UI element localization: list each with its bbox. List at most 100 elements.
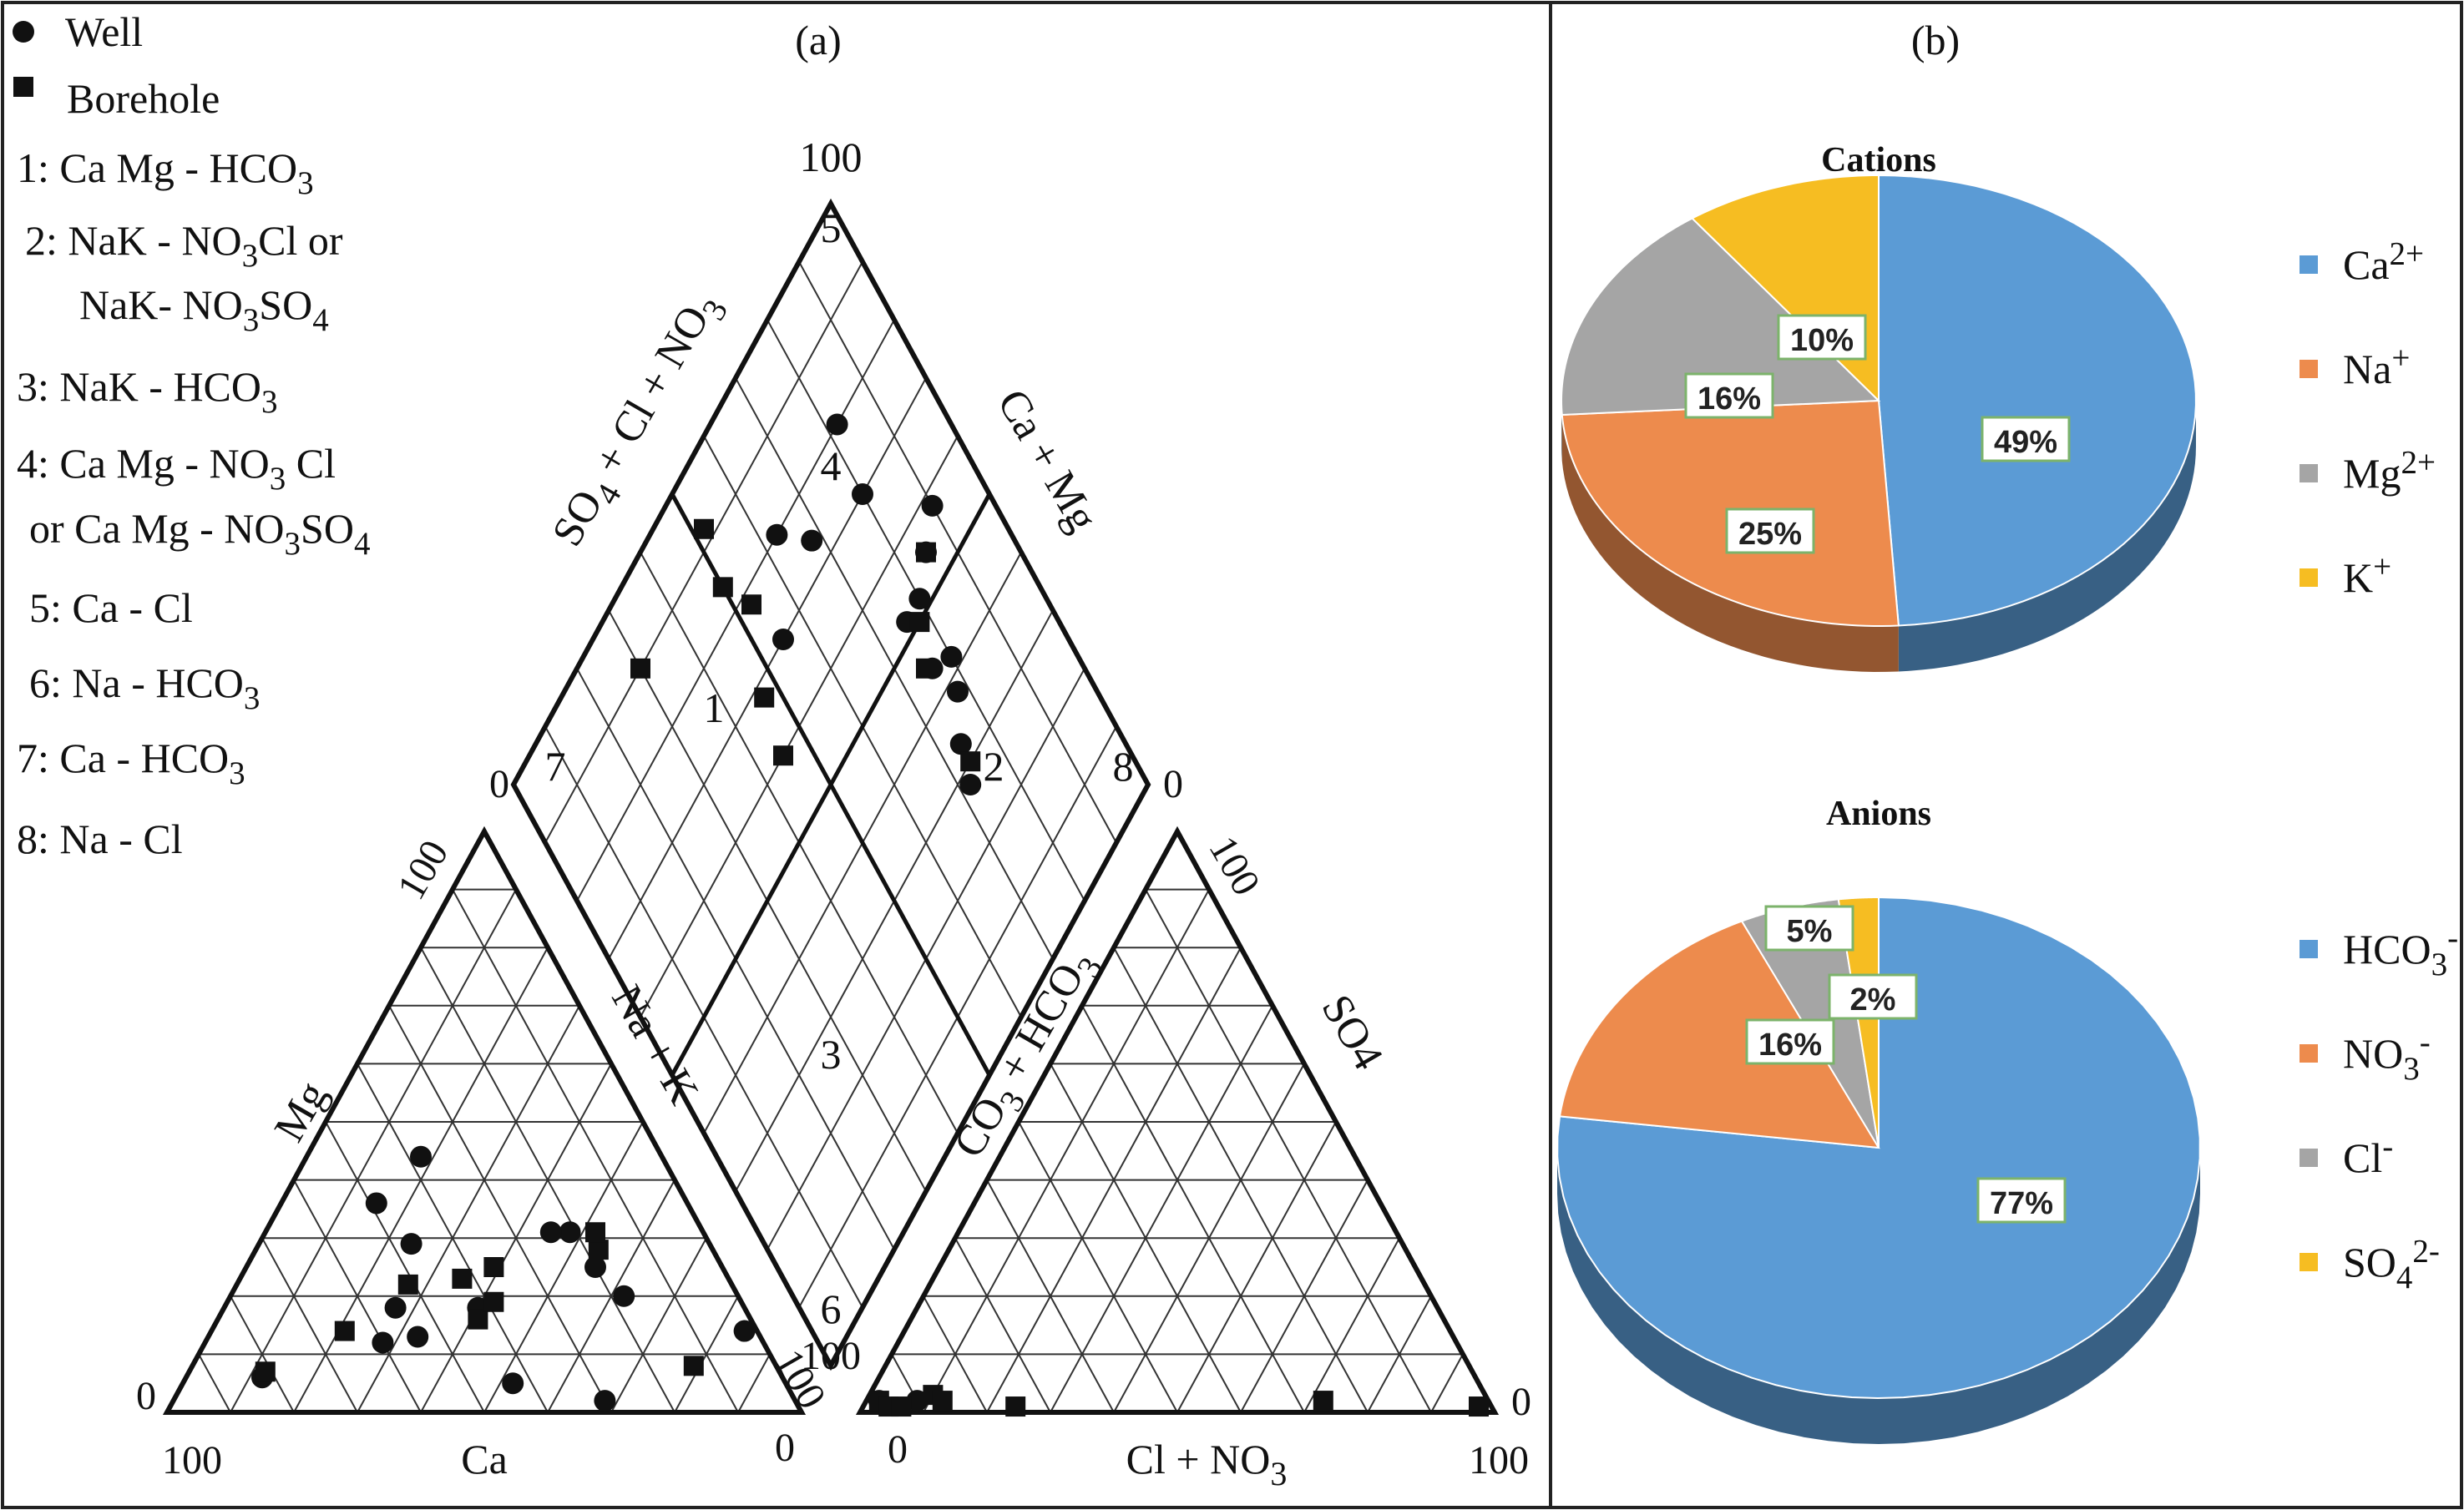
borehole-diamond-point [630, 658, 650, 679]
anion-triangle-outline [855, 826, 1500, 1415]
water-type-6-line-part: 3 [244, 680, 261, 716]
water-type-8-line: 8: Na - Cl [17, 816, 183, 862]
borehole-diamond-point [960, 751, 981, 772]
cations-pie-title: Cations [1821, 141, 1936, 179]
cations-pie-legend-label-part: + [2391, 341, 2410, 376]
panel-b-label: (b) [1911, 17, 1960, 63]
anions-pie-legend-label-part: - [2382, 1129, 2393, 1165]
anions-pie-legend-swatch [2300, 1149, 2318, 1167]
cations-pie-data-label-box [1777, 314, 1867, 361]
well-diamond-point [921, 494, 944, 517]
anions-pie-legend-label-part: 3 [2403, 1051, 2420, 1087]
well-diamond-point [959, 774, 982, 795]
water-type-3-line-part: 3: NaK - HCO [17, 363, 261, 410]
well-diamond-point [766, 523, 788, 546]
cation-triangle-outline [162, 826, 807, 1415]
water-type-6-line-part: 6: Na - HCO [29, 659, 244, 706]
well-cation-point [733, 1320, 756, 1342]
well-cation-point [372, 1331, 394, 1354]
anion-tick-bottom-right: 100 [1469, 1438, 1529, 1482]
cations-pie-data-label-box [1981, 416, 2071, 462]
water-type-4-line-part: or Ca Mg - NO [29, 505, 285, 552]
anions-pie-data-label-box [1764, 905, 1854, 952]
cations-pie-legend-swatch [2300, 360, 2318, 378]
well-anion-point [906, 1390, 928, 1412]
cations-pie-legend-label-part: Mg [2343, 450, 2401, 497]
cations-pie-data-label: 49% [1994, 425, 2057, 460]
anions-pie-data-label: 2% [1850, 982, 1896, 1018]
water-type-2-line-part: NaK- NO [79, 281, 243, 328]
water-type-1-line: 1: Ca Mg - HCO3​ [17, 144, 314, 201]
cations-pie-data-label: 10% [1790, 323, 1854, 358]
water-type-4-line-part: SO [301, 505, 354, 552]
diamond-tick-right: 0 [1163, 762, 1183, 806]
cation-axis-left: Mg [266, 1073, 336, 1149]
diamond-zone-3: 3 [821, 1031, 842, 1078]
water-type-2-line-part: 2: NaK - NO [25, 217, 242, 264]
anions-pie-legend-swatch [2300, 1253, 2318, 1271]
cations-pie-legend-label-part: K [2343, 554, 2373, 601]
cation-triangle-gridline [198, 1353, 231, 1413]
borehole-diamond-point [916, 658, 936, 679]
borehole-cation-point [483, 1291, 504, 1312]
anion-triangle-gridline [1145, 889, 1432, 1413]
anions-pie-legend-label: HCO3​-​ [2343, 921, 2458, 983]
well-diamond-point [940, 645, 963, 668]
piper-legend: Well Borehole 1: Ca Mg - HCO3​ 2: NaK - NO 3… [13, 8, 370, 862]
cation-triangle-gridline [261, 1237, 358, 1413]
borehole-diamond-point [909, 612, 930, 633]
anion-tick-left-bottom: 100 [801, 1334, 861, 1378]
water-type-8-line-part: 8: Na - Cl [17, 816, 183, 862]
cations-pie-legend-label-part: 2+ [2390, 236, 2425, 272]
water-type-4-line-part: 3 [285, 526, 301, 562]
anion-triangle-gridline [923, 889, 1210, 1413]
well-diamond-point [949, 733, 972, 755]
anion-axis-right: SO4 [1312, 987, 1392, 1078]
anion-tick-right-bottom: 0 [1511, 1380, 1531, 1424]
cations-pie-legend-label: K+​ [2343, 549, 2391, 602]
borehole-label: Borehole [67, 75, 220, 122]
borehole-cation-point [468, 1309, 488, 1330]
diamond-tick-left: 0 [489, 762, 509, 806]
cations-pie-slice [1560, 217, 1881, 416]
anions-pie-legend-label-part: Cl [2343, 1134, 2382, 1181]
anions-pie-slice [1558, 920, 1880, 1149]
cation-triangle-gridline [610, 1237, 707, 1413]
anions-pie-legend-label: Cl-​ [2343, 1129, 2393, 1182]
water-type-1-line-part: 1: Ca Mg - HCO [17, 144, 297, 191]
water-type-4-line-part: 4 [354, 526, 371, 562]
well-label: Well [65, 8, 143, 55]
anion-triangle-gridline [986, 947, 1242, 1413]
diamond-grid [510, 198, 1151, 1371]
water-type-4-line-part: 3 [270, 461, 286, 497]
water-type-3-line-part: 3 [261, 384, 278, 420]
water-type-7-line-part: 7: Ca - HCO [17, 735, 229, 781]
cation-axis-bottom: Ca [461, 1436, 508, 1482]
anions-pie-legend-label-part: HCO [2343, 926, 2431, 972]
borehole-marker [13, 77, 33, 97]
water-type-3-line: 3: NaK - HCO3​ [17, 363, 278, 420]
anions-pie-title: Anions [1826, 795, 1931, 833]
anions-pie-legend-label-part: - [2447, 921, 2458, 957]
borehole-diamond-point [741, 594, 761, 615]
anion-triangle [855, 826, 1500, 1415]
anions-pie-data-label: 16% [1758, 1028, 1822, 1063]
borehole-cation-point [588, 1240, 609, 1260]
cation-triangle-gridline [388, 1005, 612, 1413]
anion-triangle-gridline [1303, 1237, 1400, 1413]
well-cation-point [594, 1390, 616, 1412]
cations-pie-slice [1878, 174, 2197, 627]
anions-pie-legend-label-part: - [2420, 1025, 2431, 1061]
borehole-anion-point [932, 1391, 953, 1412]
cation-triangle-gridline [357, 1005, 580, 1413]
cations-pie-legend-label-part: + [2373, 549, 2391, 585]
anions-pie-legend-label-part: NO [2343, 1030, 2403, 1077]
diamond-zone-5: 5 [821, 205, 842, 251]
well-cation-point [410, 1145, 432, 1168]
cations-pie-slice-side [1898, 401, 2196, 672]
anions-pie-data-label: 5% [1787, 914, 1833, 949]
diamond-zone-8: 8 [1113, 743, 1134, 790]
